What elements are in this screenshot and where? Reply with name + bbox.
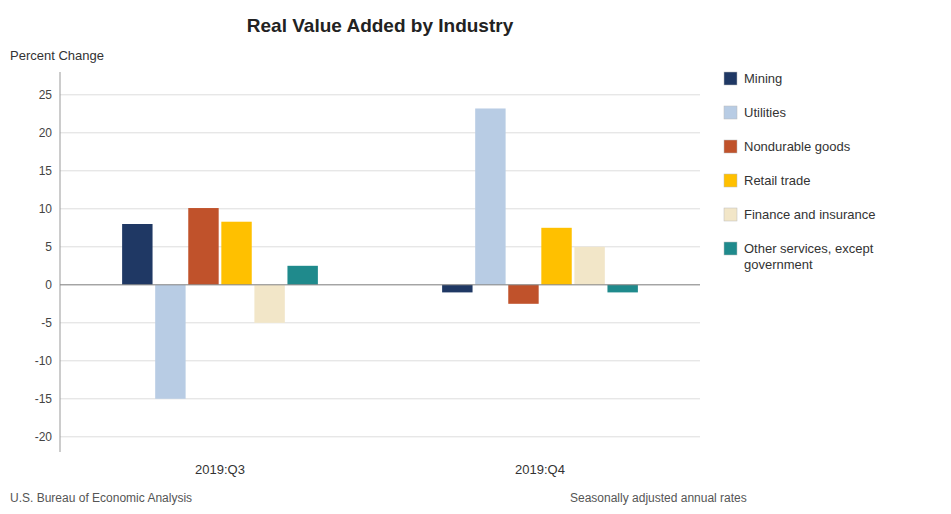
legend-label: Mining (744, 71, 782, 86)
legend-swatch (724, 72, 737, 85)
legend-swatch (724, 242, 737, 255)
legend-label-line: Nondurable goods (744, 139, 851, 154)
x-tick-label: 2019:Q3 (195, 462, 245, 477)
bar (188, 208, 218, 285)
y-axis-line (60, 72, 61, 452)
footnote: Seasonally adjusted annual rates (570, 491, 747, 505)
footnote: U.S. Bureau of Economic Analysis (10, 491, 192, 505)
grid (60, 95, 700, 437)
y-tick-label: 5 (45, 240, 52, 254)
legend-swatch (724, 140, 737, 153)
legend-label-line: Other services, except (744, 241, 874, 256)
bar (541, 228, 571, 285)
legend-label: Retail trade (744, 173, 810, 188)
legend-label-line: government (744, 257, 813, 272)
grid-line (60, 94, 700, 95)
grid-line (60, 132, 700, 133)
y-tick-label: 0 (45, 278, 52, 292)
y-tick-label: -15 (35, 392, 53, 406)
legend-label: Other services, exceptgovernment (744, 241, 874, 272)
legend-label-line: Utilities (744, 105, 786, 120)
chart: Real Value Added by Industry Percent Chan… (0, 0, 951, 514)
x-tick-label: 2019:Q4 (515, 462, 565, 477)
legend: Mining Utilities Nondurable goods Retail tr… (724, 71, 876, 272)
y-tick-label: 20 (39, 126, 53, 140)
legend-swatch (724, 208, 737, 221)
bar (574, 247, 604, 285)
grid-line (60, 436, 700, 437)
title: Real Value Added by Industry (247, 15, 514, 36)
legend-label-line: Mining (744, 71, 782, 86)
legend-label: Finance and insurance (744, 207, 876, 222)
bar (607, 285, 637, 293)
y-tick-label: -5 (41, 316, 52, 330)
legend-swatch (724, 106, 737, 119)
y-tick-label: 10 (39, 202, 53, 216)
grid-line (60, 284, 700, 285)
zero-line (60, 284, 700, 285)
y-tick-label: 25 (39, 88, 53, 102)
legend-label: Utilities (744, 105, 786, 120)
y-tick-label: -10 (35, 354, 53, 368)
grid-line (60, 208, 700, 209)
y-axis-label: Percent Change (10, 48, 104, 63)
bar (475, 108, 505, 284)
bar (442, 285, 472, 293)
legend-label-line: Retail trade (744, 173, 810, 188)
legend-label: Nondurable goods (744, 139, 851, 154)
bar (122, 224, 152, 285)
y-tick-label: -20 (35, 430, 53, 444)
bar (254, 285, 284, 323)
y-tick-label: 15 (39, 164, 53, 178)
bars (122, 108, 638, 398)
legend-label-line: Finance and insurance (744, 207, 876, 222)
bar (287, 266, 317, 285)
bar (221, 222, 251, 285)
legend-swatch (724, 174, 737, 187)
bar (155, 285, 185, 399)
grid-line (60, 170, 700, 171)
bar (508, 285, 538, 304)
